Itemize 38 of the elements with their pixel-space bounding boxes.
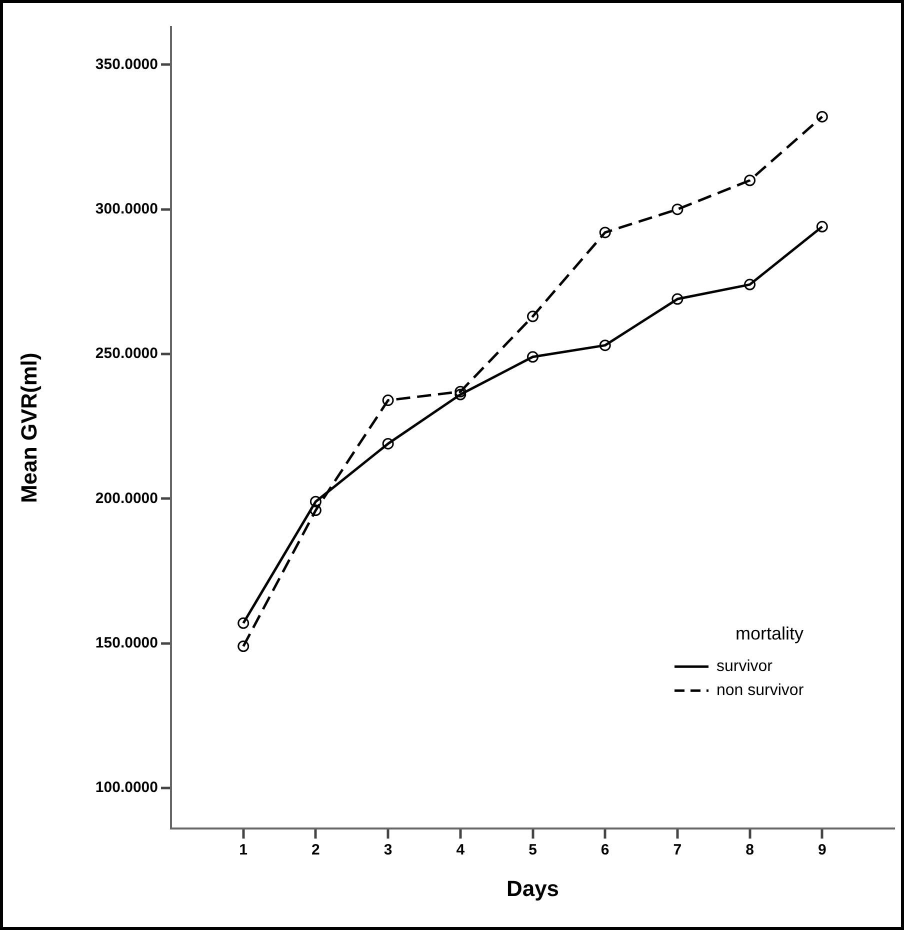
- point: [310, 496, 322, 508]
- y-tick-label: 300.0000: [95, 200, 158, 218]
- y-tick-label: 250.0000: [95, 345, 158, 362]
- x-tick-label: 1: [239, 842, 248, 859]
- x-tick-label: 9: [818, 842, 826, 859]
- point: [599, 340, 611, 352]
- y-tick-label: 200.0000: [95, 490, 158, 507]
- point: [599, 226, 611, 238]
- point: [454, 388, 466, 400]
- point: [744, 174, 756, 186]
- x-tick-label: 4: [456, 842, 466, 859]
- point: [672, 293, 684, 305]
- legend-title: mortality: [735, 624, 804, 644]
- point: [310, 504, 322, 516]
- y-axis-title: Mean GVR(ml): [16, 352, 42, 503]
- point: [382, 438, 394, 450]
- x-axis-title: Days: [506, 876, 560, 901]
- point: [816, 110, 828, 122]
- point: [382, 394, 394, 406]
- x-tick-label: 8: [746, 842, 754, 859]
- x-tick-label: 5: [528, 842, 537, 859]
- x-tick-label: 3: [384, 842, 392, 859]
- point: [744, 278, 756, 290]
- legend-label: non survivor: [716, 682, 804, 700]
- y-tick-label: 100.0000: [95, 779, 158, 796]
- y-tick-label: 150.0000: [95, 634, 158, 652]
- point: [527, 351, 538, 363]
- y-tick-label: 350.0000: [95, 56, 158, 73]
- point: [238, 640, 250, 652]
- point: [672, 204, 684, 216]
- point: [527, 310, 538, 322]
- point: [238, 617, 250, 629]
- point: [816, 220, 828, 232]
- x-tick-label: 7: [673, 842, 682, 859]
- x-tick-label: 6: [600, 842, 610, 859]
- x-tick-label: 2: [312, 842, 320, 859]
- point: [454, 386, 466, 398]
- legend-label: survivor: [716, 658, 774, 676]
